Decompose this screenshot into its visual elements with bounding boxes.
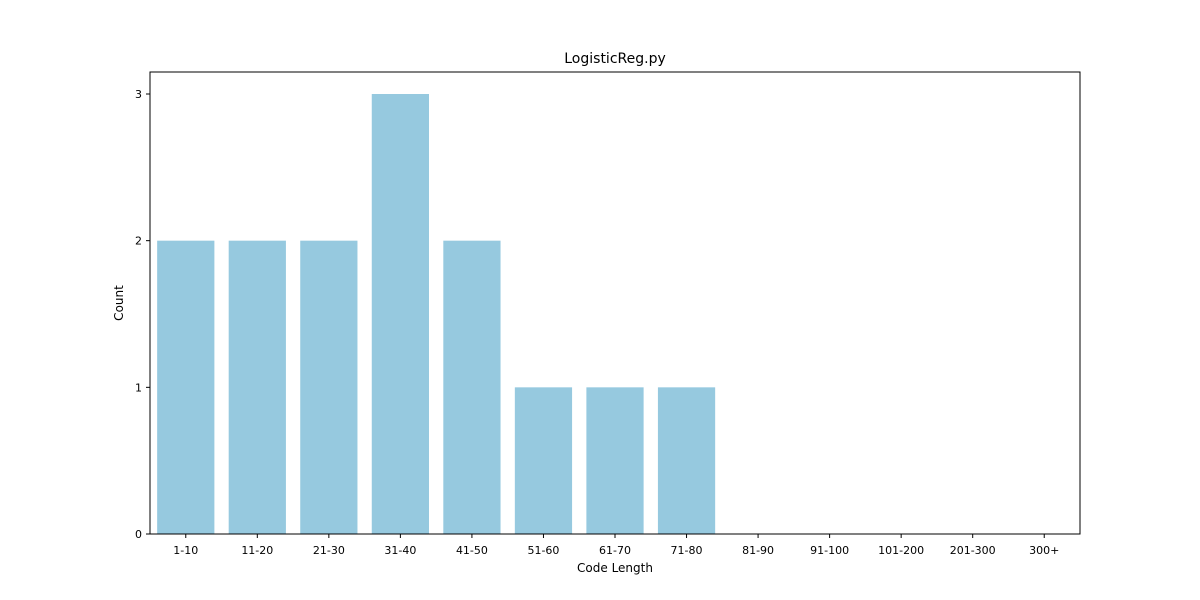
bar-31-40 <box>371 94 429 534</box>
bar-11-20 <box>228 240 286 534</box>
x-tick-label: 101-200 <box>878 544 924 557</box>
bar-71-80 <box>657 387 716 534</box>
bar-41-50 <box>443 240 501 534</box>
x-axis-ticks: 1-10 11-20 21-30 31-40 41-50 51-60 61-70 71-80 8… <box>173 534 1059 557</box>
x-tick-label: 71-80 <box>671 544 703 557</box>
x-tick-label: 81-90 <box>742 544 774 557</box>
x-tick-label: 300+ <box>1029 544 1059 557</box>
y-tick-label: 1 <box>135 381 142 394</box>
x-tick-label: 91-100 <box>810 544 849 557</box>
chart-title: LogisticReg.py <box>564 51 666 67</box>
bar-51-60 <box>514 387 573 534</box>
x-tick-label: 21-30 <box>313 544 345 557</box>
y-axis-label: Count <box>112 285 126 321</box>
x-tick-label: 201-300 <box>950 544 996 557</box>
y-tick-label: 3 <box>135 88 142 101</box>
x-tick-label: 11-20 <box>241 544 273 557</box>
bar-61-70 <box>586 387 644 534</box>
x-tick-label: 31-40 <box>384 544 416 557</box>
x-tick-label: 1-10 <box>173 544 198 557</box>
bar-21-30 <box>300 240 358 534</box>
bar-1-10 <box>157 240 215 534</box>
bars-group <box>157 94 716 534</box>
x-tick-label: 51-60 <box>527 544 559 557</box>
y-tick-label: 2 <box>135 235 142 248</box>
x-tick-label: 61-70 <box>599 544 631 557</box>
y-axis-ticks: 0 1 2 3 <box>135 88 150 541</box>
y-tick-label: 0 <box>135 528 142 541</box>
x-tick-label: 41-50 <box>456 544 488 557</box>
x-axis-label: Code Length <box>577 561 653 575</box>
